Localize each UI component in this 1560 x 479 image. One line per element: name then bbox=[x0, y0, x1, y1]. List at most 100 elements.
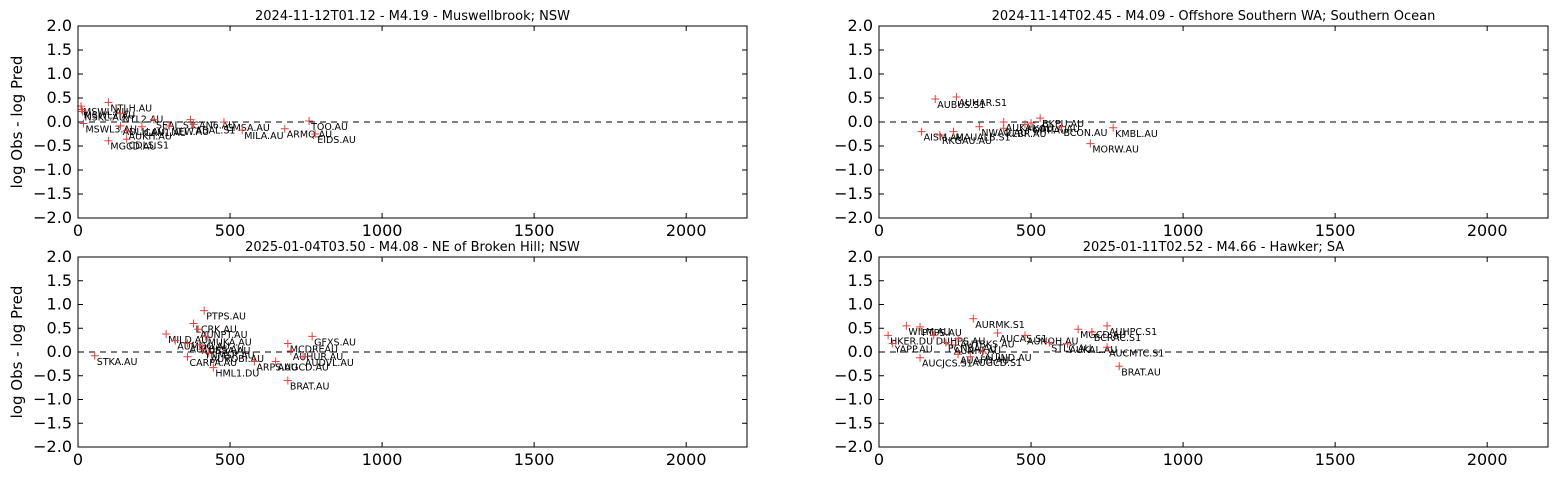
y-tick-label: −1.0 bbox=[834, 390, 873, 409]
y-tick-label: 0.0 bbox=[848, 112, 873, 131]
station-label: PCNBA.AU bbox=[948, 344, 997, 355]
data-point bbox=[186, 115, 195, 124]
data-point bbox=[137, 122, 146, 131]
x-tick-label: 1500 bbox=[1315, 450, 1356, 469]
station-label: BRAT.AU bbox=[1121, 367, 1161, 378]
y-tick-label: 0.5 bbox=[47, 88, 72, 107]
station-label: GFXS.AU bbox=[314, 337, 356, 348]
data-point bbox=[929, 331, 938, 340]
data-point bbox=[1086, 139, 1095, 148]
y-tick-label: 1.0 bbox=[848, 295, 873, 314]
station-label: CAN1.AU bbox=[144, 128, 187, 139]
y-tick-label: 0.5 bbox=[47, 318, 72, 337]
data-point bbox=[283, 376, 292, 385]
station-label: BKPU.AU bbox=[1042, 119, 1084, 130]
plot-title: 2025-01-04T03.50 - M4.08 - NE of Broken … bbox=[245, 240, 580, 255]
station-label: CARPA.AU bbox=[189, 358, 237, 369]
station-label: AUCAS.S1 bbox=[1000, 334, 1048, 345]
station-label: HKER.DU bbox=[890, 336, 933, 347]
station-label: MGCD.AU bbox=[1080, 330, 1126, 341]
data-point bbox=[978, 348, 987, 356]
data-point bbox=[104, 98, 113, 107]
station-label: LCRK.AU bbox=[196, 325, 237, 336]
x-tick-label: 0 bbox=[874, 221, 884, 240]
data-point bbox=[201, 332, 210, 341]
data-point bbox=[954, 334, 963, 343]
data-point bbox=[308, 332, 317, 341]
x-tick-label: 500 bbox=[215, 450, 246, 469]
station-label: MAUALB.S1 bbox=[956, 133, 1011, 144]
station-label: DUHPS.AU bbox=[936, 336, 986, 347]
station-label: AURMK.S1 bbox=[975, 320, 1025, 331]
y-tick-label: −0.5 bbox=[33, 366, 72, 385]
station-label: AUBUS.S1 bbox=[937, 100, 985, 111]
data-point bbox=[1109, 123, 1118, 132]
data-point bbox=[1020, 120, 1029, 129]
y-tick-label: 2.0 bbox=[848, 247, 873, 266]
data-point bbox=[150, 115, 159, 124]
x-tick-label: 0 bbox=[73, 221, 83, 240]
data-point bbox=[90, 351, 99, 360]
x-tick-label: 2000 bbox=[666, 221, 707, 240]
data-point bbox=[283, 339, 292, 348]
subplot-hawker: 2025-01-11T02.52 - M4.66 - Hawker; SA 0 50… bbox=[834, 240, 1549, 469]
station-label: AUKAL.AU bbox=[1006, 123, 1054, 134]
data-point bbox=[183, 339, 192, 348]
data-point bbox=[238, 126, 247, 135]
station-label: MILA.AU bbox=[244, 131, 283, 142]
data-point bbox=[1045, 338, 1054, 347]
station-label: NEW.AU bbox=[171, 127, 209, 138]
y-tick-label: 2.0 bbox=[848, 16, 873, 35]
y-tick-label: −2.0 bbox=[33, 208, 72, 227]
data-point bbox=[935, 130, 944, 139]
station-label: AUGCD.AU bbox=[278, 363, 329, 374]
station-label: MGCD.AU bbox=[110, 142, 156, 153]
x-tick-label: 2000 bbox=[666, 450, 707, 469]
data-point bbox=[162, 329, 171, 338]
data-point bbox=[195, 340, 204, 349]
station-label: KLBR.AU bbox=[1006, 129, 1047, 140]
y-tick-label: 2.0 bbox=[47, 16, 72, 35]
station-label: AUBSA.AU bbox=[202, 346, 251, 357]
data-point bbox=[77, 105, 86, 114]
data-point bbox=[1057, 122, 1066, 131]
data-point bbox=[1027, 118, 1036, 127]
data-point bbox=[122, 126, 131, 135]
station-label: NSKL.AU bbox=[85, 112, 126, 123]
data-point bbox=[1074, 325, 1083, 334]
y-tick-label: −0.5 bbox=[33, 136, 72, 155]
y-tick-label: 2.0 bbox=[47, 247, 72, 266]
y-tick-label: −1.5 bbox=[834, 413, 873, 432]
station-label: SEAL.S1 bbox=[156, 121, 195, 132]
data-point bbox=[200, 306, 209, 315]
y-tick-label: −1.5 bbox=[33, 184, 72, 203]
data-point bbox=[299, 352, 308, 361]
station-label: ARPS.AU bbox=[256, 363, 297, 374]
x-tick-label: 0 bbox=[73, 450, 83, 469]
y-tick-label: 0.0 bbox=[47, 112, 72, 131]
station-label: AUKH.AU bbox=[129, 132, 172, 143]
data-point bbox=[954, 350, 963, 359]
data-point bbox=[305, 117, 314, 126]
station-label: HML1.DU bbox=[215, 369, 259, 380]
data-point bbox=[999, 118, 1008, 126]
subplot-offshore-southern-wa: 2024-11-14T02.45 - M4.09 - Offshore Sout… bbox=[834, 9, 1549, 240]
data-point bbox=[311, 130, 320, 138]
data-point bbox=[189, 319, 198, 328]
y-tick-label: 1.5 bbox=[848, 40, 873, 59]
data-point bbox=[171, 336, 180, 345]
data-point bbox=[941, 338, 950, 347]
station-label: CDLS.S1 bbox=[129, 140, 169, 151]
data-point bbox=[79, 119, 88, 128]
station-label: AUKAL.AU bbox=[1070, 345, 1118, 356]
station-label: AUIND.AU bbox=[984, 353, 1031, 364]
data-point bbox=[165, 121, 174, 130]
y-tick-label: −1.0 bbox=[33, 160, 72, 179]
axes-frame bbox=[77, 256, 748, 448]
station-label: NWAO.AU bbox=[981, 128, 1027, 139]
station-label: PTPS.AU bbox=[922, 328, 962, 339]
y-tick-label: 0.5 bbox=[848, 88, 873, 107]
station-label: MSWL.AU bbox=[83, 107, 128, 118]
x-tick-label: 500 bbox=[1016, 450, 1047, 469]
